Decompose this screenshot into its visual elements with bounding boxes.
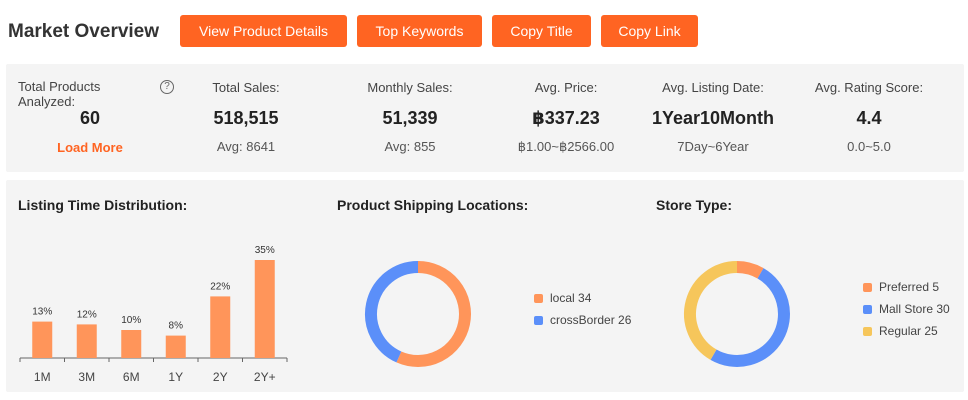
donut-slice-local: [396, 261, 471, 367]
avg-listing-date-stat: Avg. Listing Date: 1Year10Month 7Day~6Ye…: [638, 64, 788, 154]
listing-time-bar-chart: 13% 1M 12% 3M 10% 6M 8% 1Y 22% 2Y 35% 2Y+: [19, 245, 288, 384]
legend-label: Regular 25: [879, 324, 938, 338]
avg-listing-date-range: 7Day~6Year: [677, 139, 749, 154]
legend-label: Preferred 5: [879, 280, 940, 294]
bar-value-label: 22%: [210, 281, 230, 292]
legend-item-regular[interactable]: Regular 25: [863, 324, 938, 338]
bar-2y: [210, 296, 231, 358]
top-keywords-button[interactable]: Top Keywords: [357, 15, 482, 47]
legend-swatch: [863, 282, 872, 292]
avg-price-stat: Avg. Price: ฿337.23 ฿1.00~฿2566.00: [486, 64, 646, 155]
page-title: Market Overview: [8, 21, 160, 42]
copy-title-button[interactable]: Copy Title: [492, 15, 591, 47]
shipping-locations-title: Product Shipping Locations:: [337, 197, 529, 213]
x-tick-label: 3M: [78, 370, 95, 384]
legend-label: local 34: [550, 291, 592, 305]
store-type-title: Store Type:: [656, 197, 732, 213]
avg-listing-date-value: 1Year10Month: [651, 108, 775, 128]
avg-rating-stat: Avg. Rating Score: 4.4 0.0~5.0: [802, 64, 936, 154]
view-product-details-button[interactable]: View Product Details: [180, 15, 347, 47]
bar-value-label: 13%: [32, 307, 52, 318]
donut-slice-preferred: [736, 261, 764, 279]
bar-2yplus: [254, 260, 275, 358]
bar-3m: [76, 324, 97, 358]
stats-panel: Total Products Analyzed: ? 60 Load More …: [6, 64, 964, 172]
legend-item-crossborder[interactable]: crossBorder 26: [534, 313, 631, 327]
legend-label: Mall Store 30: [879, 302, 950, 316]
bar-value-label: 8%: [169, 321, 184, 332]
store-type-donut-chart: [684, 261, 790, 367]
bar-6m: [121, 330, 142, 358]
bar-1m: [32, 321, 53, 358]
total-products-value: 60: [79, 108, 101, 128]
shipping-donut-chart: [365, 261, 471, 367]
legend-label: crossBorder 26: [550, 313, 632, 327]
x-tick-label: 2Y+: [254, 370, 276, 384]
legend-swatch: [863, 304, 872, 314]
bar-1y: [165, 335, 186, 358]
total-products-stat: Total Products Analyzed:: [18, 79, 138, 109]
x-tick-label: 2Y: [213, 370, 228, 384]
legend-item-preferred[interactable]: Preferred 5: [863, 280, 939, 294]
total-sales-value: 518,515: [213, 108, 279, 128]
monthly-sales-avg: Avg: 855: [384, 139, 436, 154]
monthly-sales-stat: Monthly Sales: 51,339 Avg: 855: [340, 64, 480, 154]
header: Market Overview: [8, 15, 188, 49]
legend-swatch: [863, 326, 872, 336]
avg-price-range: ฿1.00~฿2566.00: [517, 139, 615, 154]
donut-slice-mall-store: [710, 268, 790, 367]
load-more-link[interactable]: Load More: [57, 140, 123, 155]
help-icon[interactable]: ?: [160, 80, 174, 94]
avg-rating-label: Avg. Rating Score:: [814, 80, 924, 95]
listing-time-title: Listing Time Distribution:: [18, 197, 188, 213]
total-sales-avg: Avg: 8641: [216, 139, 276, 154]
charts-panel: Listing Time Distribution: Product Shipp…: [6, 180, 964, 392]
x-tick-label: 1Y: [168, 370, 183, 384]
total-sales-label: Total Sales:: [212, 80, 280, 95]
avg-price-value: ฿337.23: [532, 108, 600, 128]
avg-listing-date-label: Avg. Listing Date:: [662, 80, 764, 95]
monthly-sales-value: 51,339: [382, 108, 438, 128]
x-tick-label: 6M: [123, 370, 140, 384]
bar-value-label: 35%: [255, 245, 275, 256]
bar-value-label: 10%: [121, 315, 141, 326]
donut-slice-regular: [684, 261, 738, 360]
x-tick-label: 1M: [34, 370, 51, 384]
avg-price-label: Avg. Price:: [534, 80, 598, 95]
legend-item-local[interactable]: local 34: [534, 291, 591, 305]
legend-item-mall-store[interactable]: Mall Store 30: [863, 302, 950, 316]
avg-rating-value: 4.4: [856, 108, 882, 128]
avg-rating-range: 0.0~5.0: [847, 139, 891, 154]
legend-swatch: [534, 315, 543, 325]
copy-link-button[interactable]: Copy Link: [601, 15, 698, 47]
monthly-sales-label: Monthly Sales:: [367, 80, 453, 95]
legend-swatch: [534, 293, 543, 303]
bar-value-label: 12%: [77, 309, 97, 320]
total-products-label: Total Products Analyzed:: [18, 79, 101, 109]
total-sales-stat: Total Sales: 518,515 Avg: 8641: [186, 64, 306, 154]
donut-slice-crossborder: [365, 261, 419, 363]
